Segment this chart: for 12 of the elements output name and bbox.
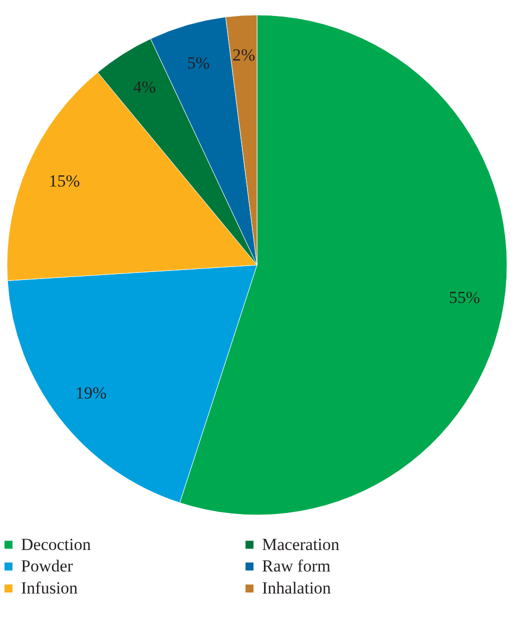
data-label: 15%: [48, 172, 80, 191]
data-label: 55%: [448, 288, 480, 307]
legend-label: Decoction: [21, 534, 92, 554]
legend-label: Powder: [21, 556, 74, 576]
legend-label: Raw form: [262, 556, 330, 576]
data-label: 4%: [133, 78, 156, 97]
legend-label: Inhalation: [262, 578, 332, 598]
data-label: 19%: [75, 384, 107, 403]
data-label: 5%: [187, 53, 210, 72]
legend-label: Infusion: [21, 578, 78, 598]
data-label: 2%: [232, 45, 256, 64]
legend-label: Maceration: [262, 534, 340, 554]
